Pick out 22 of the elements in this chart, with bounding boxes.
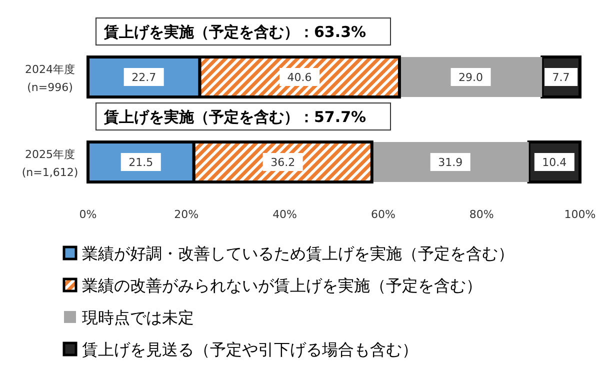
x-tick-label: 0% — [79, 208, 97, 221]
annotation: 賃上げを実施（予定を含む）：57.7% — [103, 108, 366, 126]
data-label: 29.0 — [458, 71, 484, 84]
annotation: 賃上げを実施（予定を含む）：63.3% — [103, 23, 366, 41]
x-tick-label: 20% — [174, 208, 199, 221]
x-tick-label: 80% — [469, 208, 494, 221]
x-tick-label: 40% — [272, 208, 298, 221]
y-tick-label: 2024年度 (n=996) — [25, 63, 75, 94]
data-label: 22.7 — [132, 71, 156, 84]
data-label: 10.4 — [542, 156, 567, 169]
legend-label: 業績の改善がみられないが賃上げを実施（予定を含む） — [82, 276, 482, 295]
data-label: 31.9 — [438, 156, 463, 169]
y-tick-label: 2025年度 (n=1,612) — [22, 148, 78, 179]
legend-label: 業績が好調・改善しているため賃上げを実施（予定を含む） — [82, 244, 514, 263]
data-label: 36.2 — [270, 156, 296, 169]
legend-label: 賃上げを見送る（予定や引下げる場合も含む） — [82, 340, 418, 359]
x-tick-label: 60% — [370, 208, 396, 221]
x-tick-label: 100% — [564, 208, 596, 221]
data-label: 40.6 — [287, 71, 312, 84]
legend-label: 現時点では未定 — [82, 308, 194, 327]
data-label: 7.7 — [552, 71, 570, 84]
data-label: 21.5 — [128, 156, 154, 169]
